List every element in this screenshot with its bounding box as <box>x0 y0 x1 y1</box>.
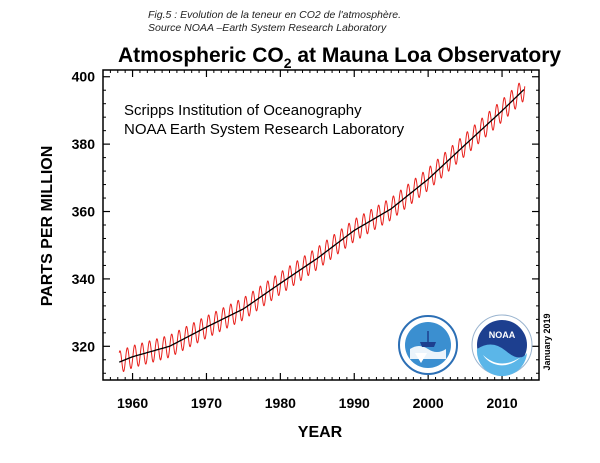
y-tick-label: 360 <box>72 204 96 220</box>
x-tick-labels: 1960 1970 1980 1990 2000 2010 <box>117 395 518 411</box>
y-tick-labels: 320 340 360 380 400 <box>72 69 96 355</box>
y-axis-title: PARTS PER MILLION <box>39 146 56 307</box>
y-tick-label: 400 <box>72 69 96 85</box>
annotation-line2: NOAA Earth System Research Laboratory <box>124 121 405 138</box>
date-note: January 2019 <box>542 313 552 370</box>
svg-text:NOAA: NOAA <box>489 330 516 340</box>
y-tick-label: 380 <box>72 136 96 152</box>
scripps-logo <box>398 315 458 375</box>
monthly-mean-series <box>118 82 526 372</box>
x-tick-label: 2010 <box>486 395 517 411</box>
chart-title: Atmospheric CO2 at Mauna Loa Observatory <box>118 44 561 71</box>
figure-caption-line1: Fig.5 : Evolution de la teneur en CO2 de… <box>148 9 401 21</box>
x-tick-label: 2000 <box>413 395 444 411</box>
x-axis-title: YEAR <box>298 424 343 441</box>
axis-ticks <box>102 70 540 380</box>
x-tick-label: 1990 <box>339 395 370 411</box>
series-layer <box>118 82 526 372</box>
x-tick-label: 1960 <box>117 395 148 411</box>
annotation-line1: Scripps Institution of Oceanography <box>124 102 362 119</box>
trend-series <box>119 89 525 363</box>
figure-caption-line2: Source NOAA –Earth System Research Labor… <box>148 22 387 34</box>
x-tick-label: 1980 <box>265 395 296 411</box>
y-tick-label: 320 <box>72 338 96 354</box>
y-tick-label: 340 <box>72 271 96 287</box>
noaa-logo: NOAA <box>471 314 533 377</box>
x-tick-label: 1970 <box>191 395 222 411</box>
